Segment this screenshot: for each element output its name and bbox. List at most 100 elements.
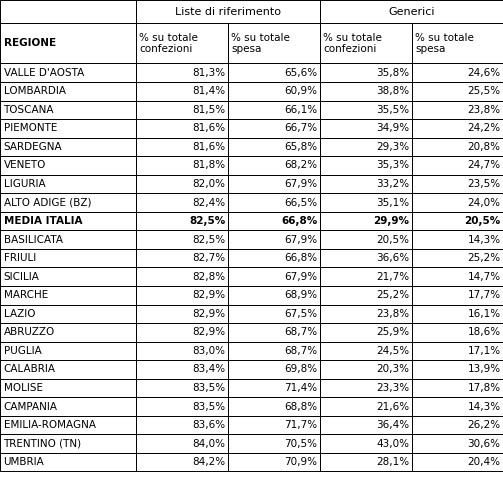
Text: 81,4%: 81,4% — [192, 86, 225, 96]
Text: 24,6%: 24,6% — [467, 68, 500, 78]
Bar — [412, 267, 503, 286]
Text: 83,5%: 83,5% — [192, 402, 225, 411]
Bar — [412, 305, 503, 323]
Bar — [228, 305, 320, 323]
Text: PIEMONTE: PIEMONTE — [4, 123, 57, 133]
Text: 25,2%: 25,2% — [376, 290, 409, 300]
Bar — [136, 0, 320, 23]
Text: 82,4%: 82,4% — [192, 198, 225, 207]
Bar — [0, 379, 136, 397]
Bar — [412, 323, 503, 342]
Text: 81,3%: 81,3% — [192, 68, 225, 78]
Bar — [412, 63, 503, 82]
Bar — [320, 193, 412, 212]
Bar — [228, 434, 320, 453]
Text: 20,5%: 20,5% — [464, 216, 500, 226]
Bar — [0, 342, 136, 360]
Bar — [136, 267, 228, 286]
Text: FRIULI: FRIULI — [4, 253, 36, 263]
Text: 60,9%: 60,9% — [284, 86, 317, 96]
Bar — [228, 453, 320, 471]
Text: 23,3%: 23,3% — [376, 383, 409, 393]
Text: 67,9%: 67,9% — [284, 272, 317, 282]
Text: 71,4%: 71,4% — [284, 383, 317, 393]
Text: LIGURIA: LIGURIA — [4, 179, 45, 189]
Bar — [320, 119, 412, 138]
Text: 70,9%: 70,9% — [284, 457, 317, 467]
Text: 28,1%: 28,1% — [376, 457, 409, 467]
Bar — [228, 101, 320, 119]
Text: 20,3%: 20,3% — [376, 365, 409, 374]
Bar — [228, 286, 320, 305]
Text: 34,9%: 34,9% — [376, 123, 409, 133]
Bar — [228, 119, 320, 138]
Text: SICILIA: SICILIA — [4, 272, 39, 282]
Bar — [0, 249, 136, 267]
Bar — [412, 101, 503, 119]
Text: 83,0%: 83,0% — [192, 346, 225, 356]
Text: 82,5%: 82,5% — [189, 216, 225, 226]
Text: 20,4%: 20,4% — [467, 457, 500, 467]
Bar — [0, 0, 136, 23]
Bar — [0, 82, 136, 101]
Bar — [136, 138, 228, 156]
Text: 81,8%: 81,8% — [192, 161, 225, 170]
Bar — [412, 138, 503, 156]
Text: 68,7%: 68,7% — [284, 346, 317, 356]
Text: 67,5%: 67,5% — [284, 309, 317, 319]
Bar — [0, 434, 136, 453]
Bar — [136, 119, 228, 138]
Bar — [412, 249, 503, 267]
Text: 35,5%: 35,5% — [376, 105, 409, 115]
Text: LOMBARDIA: LOMBARDIA — [4, 86, 65, 96]
Bar — [0, 63, 136, 82]
Text: 24,0%: 24,0% — [467, 198, 500, 207]
Text: 16,1%: 16,1% — [467, 309, 500, 319]
Text: 82,9%: 82,9% — [192, 290, 225, 300]
Text: MOLISE: MOLISE — [4, 383, 43, 393]
Bar — [320, 267, 412, 286]
Text: 17,7%: 17,7% — [467, 290, 500, 300]
Bar — [320, 101, 412, 119]
Text: % su totale
confezioni: % su totale confezioni — [323, 33, 382, 54]
Text: 25,5%: 25,5% — [467, 86, 500, 96]
Bar — [0, 286, 136, 305]
Text: 23,5%: 23,5% — [467, 179, 500, 189]
Bar — [320, 360, 412, 379]
Bar — [228, 249, 320, 267]
Bar — [320, 434, 412, 453]
Bar — [412, 434, 503, 453]
Bar — [136, 286, 228, 305]
Text: VENETO: VENETO — [4, 161, 46, 170]
Text: 30,6%: 30,6% — [467, 439, 500, 448]
Bar — [228, 138, 320, 156]
Bar — [228, 212, 320, 230]
Text: % su totale
confezioni: % su totale confezioni — [139, 33, 198, 54]
Bar — [228, 379, 320, 397]
Text: 25,2%: 25,2% — [467, 253, 500, 263]
Text: 17,8%: 17,8% — [467, 383, 500, 393]
Text: 83,5%: 83,5% — [192, 383, 225, 393]
Bar — [136, 342, 228, 360]
Text: PUGLIA: PUGLIA — [4, 346, 41, 356]
Bar — [136, 193, 228, 212]
Text: 82,8%: 82,8% — [192, 272, 225, 282]
Bar — [412, 193, 503, 212]
Text: SARDEGNA: SARDEGNA — [4, 142, 62, 152]
Bar — [136, 230, 228, 249]
Bar — [320, 305, 412, 323]
Text: 69,8%: 69,8% — [284, 365, 317, 374]
Text: 66,7%: 66,7% — [284, 123, 317, 133]
Text: 66,8%: 66,8% — [281, 216, 317, 226]
Text: ALTO ADIGE (BZ): ALTO ADIGE (BZ) — [4, 198, 91, 207]
Bar — [412, 230, 503, 249]
Bar — [320, 138, 412, 156]
Text: 38,8%: 38,8% — [376, 86, 409, 96]
Text: 82,9%: 82,9% — [192, 309, 225, 319]
Bar — [0, 175, 136, 193]
Bar — [412, 156, 503, 175]
Bar — [320, 453, 412, 471]
Bar — [136, 360, 228, 379]
Text: % su totale
spesa: % su totale spesa — [231, 33, 290, 54]
Text: 84,2%: 84,2% — [192, 457, 225, 467]
